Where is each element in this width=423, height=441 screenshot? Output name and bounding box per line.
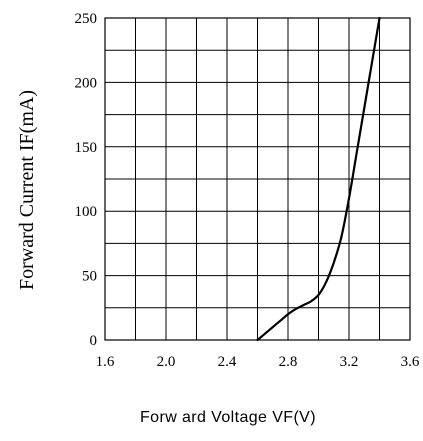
x-tick-label: 2.0 — [157, 354, 176, 370]
series-layer — [256, 16, 381, 342]
y-tick-label: 250 — [75, 11, 98, 27]
x-tick-label: 2.8 — [279, 354, 298, 370]
y-tick-label: 50 — [82, 269, 97, 285]
x-tick-label: 3.6 — [401, 354, 420, 370]
x-tick-label: 3.2 — [340, 354, 359, 370]
y-tick-label: 100 — [75, 204, 98, 220]
iv-curve-line — [256, 16, 381, 342]
x-tick-label: 1.6 — [96, 354, 115, 370]
y-tick-label: 0 — [90, 333, 98, 349]
x-tick-label: 2.4 — [218, 354, 237, 370]
x-axis-title: Forw ard Voltage VF(V) — [140, 409, 316, 426]
grid — [105, 18, 410, 340]
tick-labels: 1.6 2.0 2.4 2.8 3.2 3.6 0 50 100 150 200 250 — [75, 11, 420, 370]
y-axis-title: Forward Current IF(mA) — [16, 90, 38, 290]
y-tick-label: 150 — [75, 140, 98, 156]
y-tick-label: 200 — [75, 75, 98, 91]
